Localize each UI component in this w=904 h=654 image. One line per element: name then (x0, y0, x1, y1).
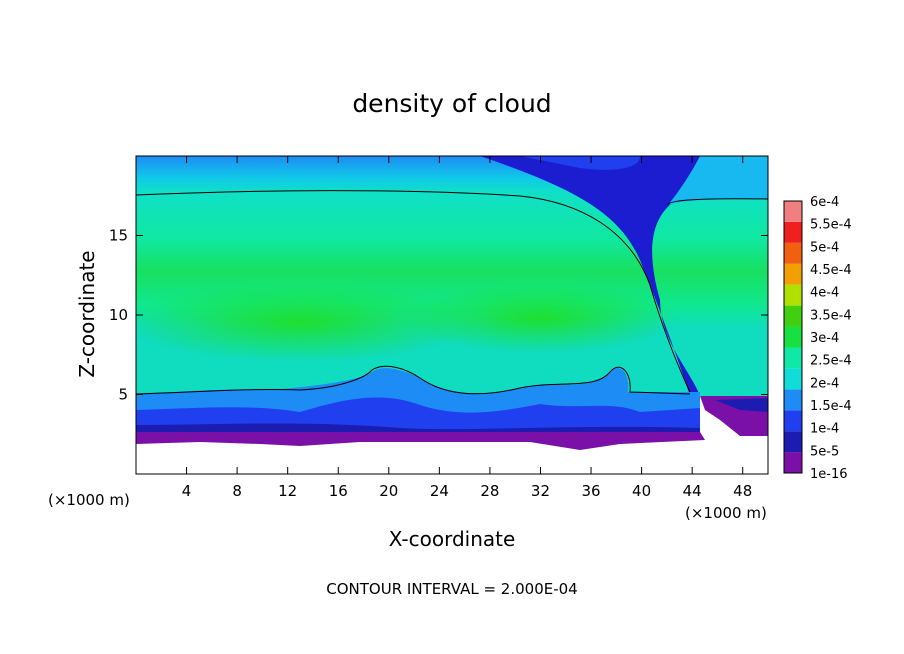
colorbar-label: 5e-4 (810, 240, 839, 255)
contour-line (136, 190, 691, 393)
y-tick-label: 10 (109, 306, 128, 324)
colorbar-label: 3.5e-4 (810, 308, 852, 323)
colorbar-swatch (784, 305, 802, 327)
y-tick-label: 5 (118, 386, 128, 404)
y-axis-label: Z-coordinate (75, 250, 99, 377)
x-tick-label: 12 (278, 482, 297, 500)
x-tick-label: 36 (581, 482, 600, 500)
colorbar-swatch (784, 389, 802, 411)
chart-title: density of cloud (352, 89, 551, 118)
colorbar-swatch (784, 431, 802, 453)
colorbar-swatch (784, 368, 802, 390)
x-tick-label: 8 (232, 482, 242, 500)
colorbar: 1e-16 5e-5 1e-4 1.5e-4 2e-4 2.5e-4 3e-4 3.5e-4 4… (783, 195, 852, 482)
x-tick-label: 48 (733, 482, 752, 500)
colorbar-swatch (784, 201, 802, 222)
colorbar-label: 2e-4 (810, 376, 839, 391)
x-axis: 4 8 12 16 20 24 28 32 36 40 44 48 (182, 156, 752, 500)
colorbar-frame (783, 200, 803, 474)
colorbar-label: 4.5e-4 (810, 263, 852, 278)
colorbar-label: 5e-5 (810, 444, 839, 459)
colorbar-label: 6e-4 (810, 195, 839, 210)
colorbar-swatch (784, 326, 802, 348)
plot-area (136, 156, 768, 474)
colorbar-label: 1e-16 (810, 467, 848, 482)
y-tick-label: 15 (109, 227, 128, 245)
x-axis-label: X-coordinate (389, 527, 516, 551)
base-layer (136, 432, 705, 450)
x-tick-label: 44 (683, 482, 702, 500)
colorbar-swatch (784, 284, 802, 306)
y-axis: 5 10 15 (109, 227, 768, 404)
colorbar-label: 1e-4 (810, 422, 839, 437)
colorbar-swatch (784, 347, 802, 369)
contour-interval-label: CONTOUR INTERVAL = 2.000E-04 (326, 580, 577, 598)
colorbar-swatch (784, 452, 802, 473)
x-tick-label: 4 (182, 482, 192, 500)
colorbar-swatch (784, 410, 802, 432)
x-tick-label: 16 (329, 482, 348, 500)
colorbar-swatch (784, 242, 802, 264)
x-unit-label: (×1000 m) (685, 504, 767, 522)
colorbar-label: 4e-4 (810, 286, 839, 301)
x-tick-label: 32 (531, 482, 550, 500)
x-tick-label: 20 (379, 482, 398, 500)
y-unit-label: (×1000 m) (48, 491, 130, 509)
colorbar-label: 2.5e-4 (810, 354, 852, 369)
colorbar-swatch (784, 263, 802, 285)
colorbar-swatch (784, 221, 802, 243)
x-tick-label: 40 (632, 482, 651, 500)
colorbar-label: 1.5e-4 (810, 399, 852, 414)
downdraft-band (480, 156, 700, 396)
x-tick-label: 24 (430, 482, 449, 500)
colorbar-label: 3e-4 (810, 331, 839, 346)
colorbar-label: 5.5e-4 (810, 218, 852, 233)
x-tick-label: 28 (480, 482, 499, 500)
